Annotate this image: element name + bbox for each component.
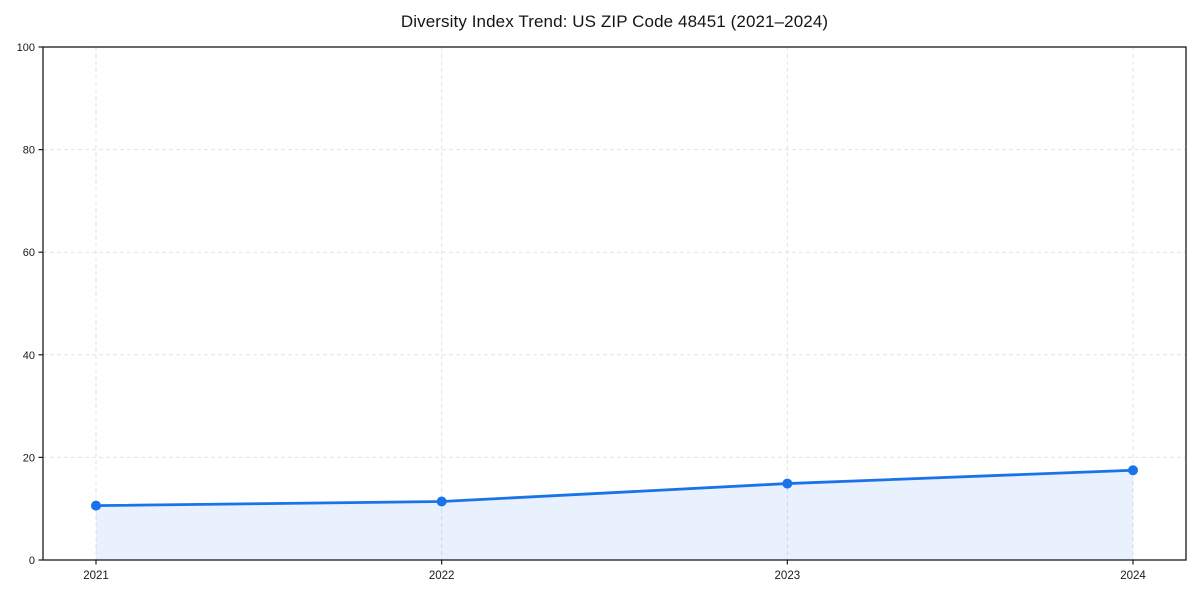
chart-title: Diversity Index Trend: US ZIP Code 48451… xyxy=(400,12,829,31)
x-axis-tick-label: 2023 xyxy=(775,570,801,582)
data-point-marker xyxy=(436,496,447,507)
y-axis-tick-label: 0 xyxy=(29,555,35,567)
y-axis-tick-label: 100 xyxy=(17,42,35,54)
y-axis-tick-label: 20 xyxy=(23,452,35,464)
x-axis-tick-label: 2022 xyxy=(429,570,455,582)
x-axis-tick-label: 2021 xyxy=(83,570,109,582)
area-fill xyxy=(96,470,1133,560)
data-point-marker xyxy=(782,478,793,489)
plot-border xyxy=(42,46,1187,561)
y-axis-tick-label: 40 xyxy=(23,350,35,362)
trend-line xyxy=(94,468,1135,508)
y-axis-tick-label: 80 xyxy=(23,145,35,157)
x-axis-tick-label: 2024 xyxy=(1120,570,1146,582)
y-axis-tick-label: 60 xyxy=(23,247,35,259)
data-point-marker xyxy=(91,500,101,511)
data-point-marker xyxy=(1128,465,1138,476)
